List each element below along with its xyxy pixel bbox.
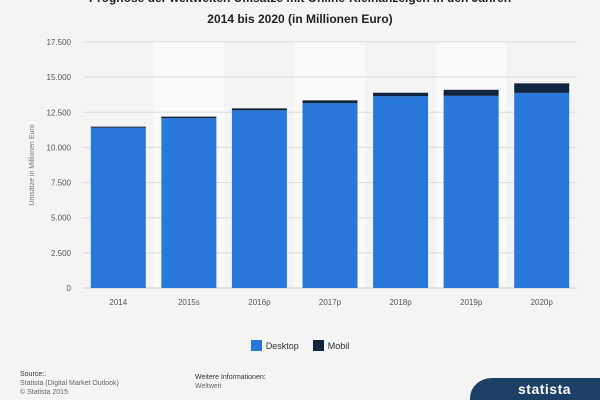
x-tick-label: 2014 xyxy=(109,298,127,307)
more-info-heading: Weitere Informationen: xyxy=(195,374,266,381)
statista-logo[interactable]: statista xyxy=(470,378,600,400)
bar-mobil xyxy=(373,92,429,97)
chart-title: Prognose der weltweiten Umsätze mit Onli… xyxy=(0,0,600,30)
legend-swatch-desktop xyxy=(250,340,262,351)
legend-item-desktop[interactable]: Desktop xyxy=(250,340,299,351)
x-tick-label: 2020p xyxy=(531,298,554,307)
legend-label-desktop: Desktop xyxy=(265,340,299,351)
bar-mobil xyxy=(231,108,287,111)
bar-desktop xyxy=(443,95,499,288)
bar-desktop xyxy=(302,103,358,288)
x-tick-label: 2015s xyxy=(178,298,200,307)
source-heading: Source:: xyxy=(20,371,47,378)
chart-legend: Desktop Mobil xyxy=(0,340,600,351)
x-tick-label: 2018p xyxy=(389,298,412,307)
chart-title-line2: 2014 bis 2020 (in Millionen Euro) xyxy=(207,12,393,26)
y-tick-label: 12.500 xyxy=(47,108,72,117)
bar-mobil xyxy=(443,89,499,96)
more-info-block: Weitere Informationen: Weltweit xyxy=(195,373,266,391)
chart-title-line1: Prognose der weltweiten Umsätze mit Onli… xyxy=(0,0,600,9)
y-tick-label: 0 xyxy=(67,284,72,293)
bar-mobil xyxy=(161,116,217,119)
bar-desktop xyxy=(161,118,217,288)
x-tick-label: 2016p xyxy=(248,298,271,307)
legend-swatch-mobil xyxy=(312,340,324,351)
y-tick-label: 5.000 xyxy=(51,214,72,223)
bar-mobil xyxy=(302,100,358,104)
statista-logo-text: statista xyxy=(518,381,572,397)
y-tick-label: 15.000 xyxy=(47,73,72,82)
source-block: Source:: Statista (Digital Market Outloo… xyxy=(20,370,119,397)
bar-mobil xyxy=(514,83,570,93)
y-tick-label: 10.000 xyxy=(47,143,72,152)
legend-label-mobil: Mobil xyxy=(327,340,350,351)
y-tick-label: 7.500 xyxy=(51,179,72,188)
x-tick-label: 2019p xyxy=(460,298,483,307)
legend-item-mobil[interactable]: Mobil xyxy=(312,340,350,351)
more-info-line-1: Weltweit xyxy=(195,383,222,390)
source-line-1: Statista (Digital Market Outlook) xyxy=(20,380,119,387)
bar-desktop xyxy=(90,127,146,289)
bar-desktop xyxy=(514,92,570,288)
source-line-2: © Statista 2015 xyxy=(20,389,68,396)
bar-desktop xyxy=(373,96,429,289)
bar-mobil xyxy=(90,126,146,128)
x-tick-label: 2017p xyxy=(319,298,342,307)
bar-desktop xyxy=(231,110,287,288)
y-tick-label: 2.500 xyxy=(51,249,72,258)
y-axis-title: Umsätze in Millionen Euro xyxy=(29,124,36,205)
y-tick-label: 17.500 xyxy=(47,38,72,47)
